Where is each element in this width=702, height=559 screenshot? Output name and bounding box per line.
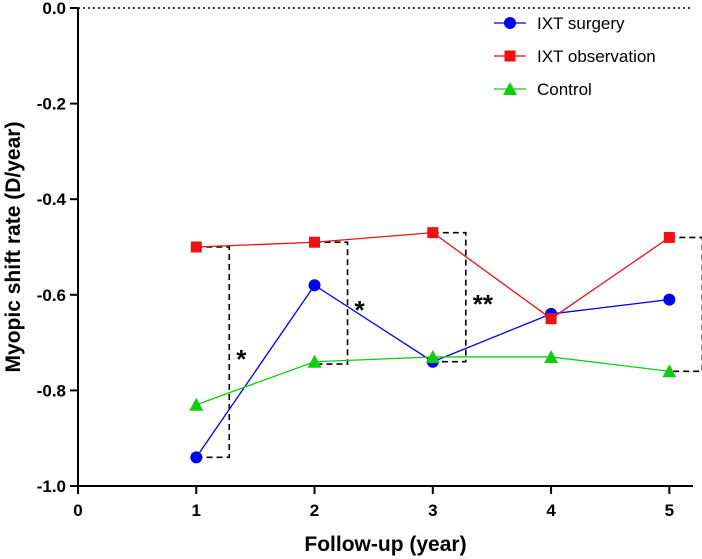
significance-bracket [314,241,349,365]
significance-bracket [432,231,467,363]
series-lines [195,231,670,458]
x-tick-label: 5 [665,501,674,520]
y-tick-label: -0.4 [37,190,67,209]
data-point-control [425,349,440,363]
y-axis-title: Myopic shift rate (D/year) [2,122,25,373]
data-point-ixt-surgery [308,279,321,292]
x-tick-label: 3 [428,501,437,520]
data-point-ixt-observation [427,227,439,239]
x-tick-label: 4 [546,501,556,520]
y-tick-label: -0.6 [37,286,66,305]
significance-label: * [236,344,247,374]
legend-label-ixt-observation: IXT observation [537,47,656,66]
series-line-ixt-observation [196,231,670,320]
y-tick-label: 0.0 [42,0,66,18]
y-axis-ticks: 0.0 -0.2 -0.4 -0.6 -0.8 -1.0 [37,0,78,496]
significance-label: * [355,295,366,325]
legend-marker-ixt-surgery [504,17,516,29]
data-point-ixt-observation [545,313,557,325]
series-markers [189,227,677,464]
legend-marker-ixt-observation [504,50,516,62]
data-point-ixt-observation [309,236,321,248]
y-tick-label: -0.2 [37,95,66,114]
x-tick-label: 2 [310,501,319,520]
significance-brackets: ****** [196,231,702,459]
x-tick-label: 1 [192,501,201,520]
data-point-control [662,364,677,378]
legend-label-ixt-surgery: IXT surgery [537,14,625,33]
data-point-ixt-observation [663,231,675,243]
x-tick-label: 0 [73,501,82,520]
x-axis-ticks: 0 1 2 3 4 5 [73,486,674,520]
x-axis-title: Follow-up (year) [304,533,466,556]
data-point-ixt-observation [190,241,202,253]
y-tick-label: -0.8 [37,381,66,400]
series-line-ixt-surgery [195,284,670,458]
significance-bracket [196,246,231,459]
legend-marker-control [503,82,517,95]
data-point-control [189,397,204,411]
legend: IXT surgery IXT observation Control [494,14,656,99]
significance-label: ** [473,289,494,319]
data-point-control [307,354,322,368]
legend-label-control: Control [537,80,592,99]
data-point-ixt-surgery [663,293,676,306]
significance-bracket [669,236,702,373]
y-tick-label: -1.0 [37,477,66,496]
data-point-control [544,349,559,363]
data-point-ixt-surgery [190,451,203,464]
